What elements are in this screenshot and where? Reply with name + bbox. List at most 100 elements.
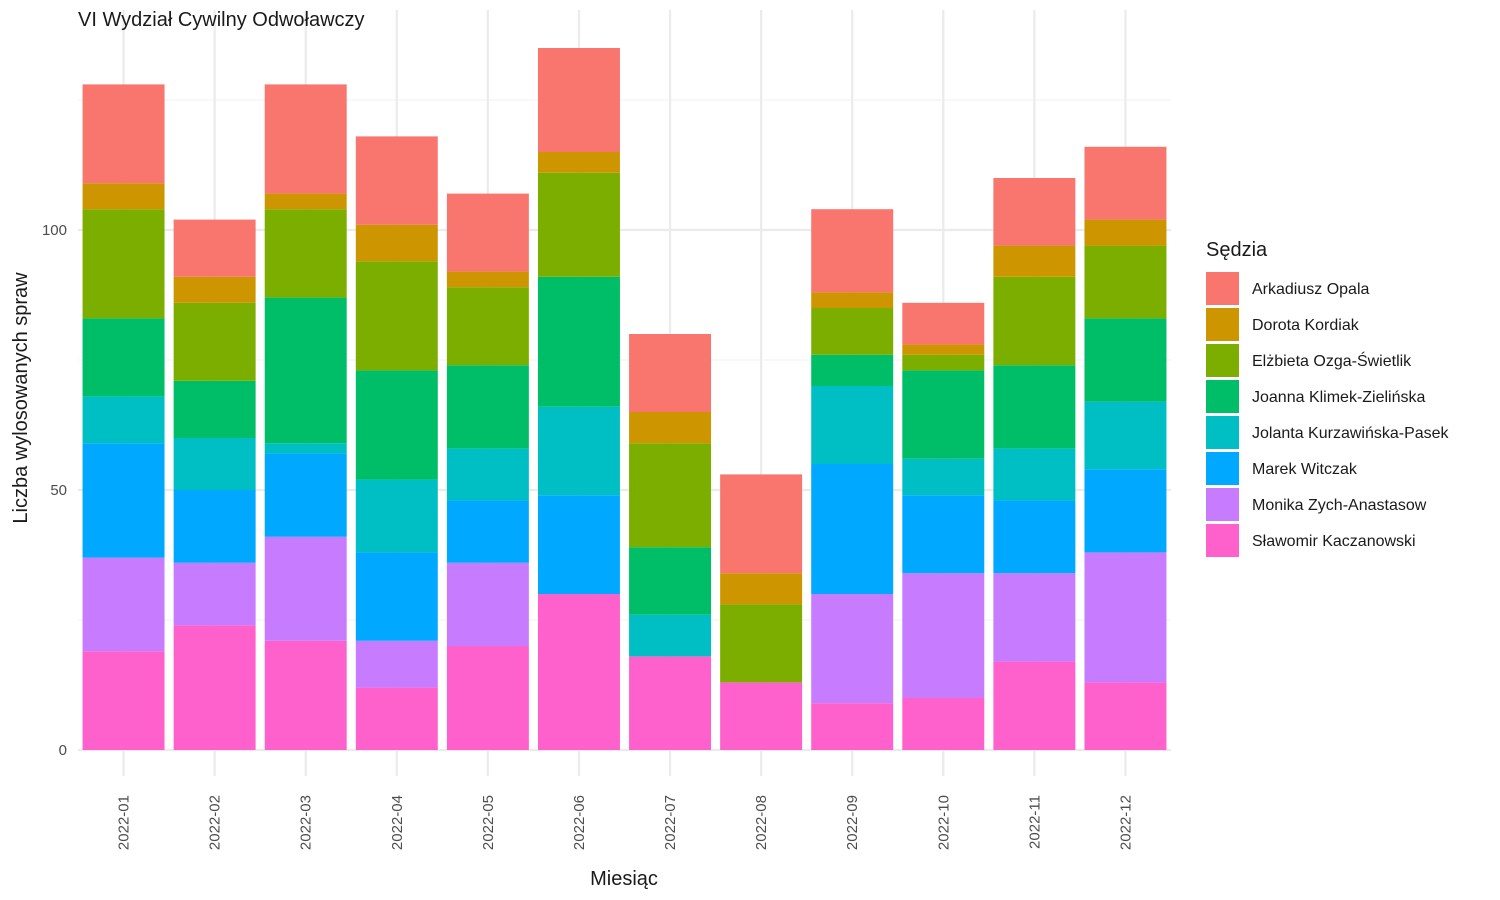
bar-segment <box>993 365 1076 449</box>
x-tick-label: 2022-06 <box>571 795 588 850</box>
y-tick-label: 0 <box>59 742 67 759</box>
bar-segment <box>82 651 165 750</box>
bar-segment <box>1084 146 1167 220</box>
legend-label: Dorota Kordiak <box>1252 317 1360 334</box>
legend-key <box>1206 452 1239 485</box>
bar-segment <box>82 84 165 184</box>
bar-segment <box>629 614 712 657</box>
bar-segment <box>82 183 165 210</box>
y-tick-label: 100 <box>42 222 67 239</box>
bar-segment <box>993 661 1076 750</box>
bar-segment <box>629 412 712 444</box>
bar-segment <box>537 406 620 496</box>
bar-segment <box>629 334 712 412</box>
bar-segment <box>355 261 438 371</box>
legend-label: Sławomir Kaczanowski <box>1252 533 1416 550</box>
bar-segment <box>720 573 803 605</box>
legend-label: Elżbieta Ozga-Świetlik <box>1252 351 1412 370</box>
bar-segment <box>902 573 985 698</box>
bar-segment <box>355 552 438 641</box>
legend: Sędzia Arkadiusz Opala Dorota Kordiak Elżb… <box>1206 239 1450 557</box>
x-tick-label: 2022-11 <box>1026 795 1043 849</box>
bar-segment <box>173 490 256 563</box>
bar-segment <box>264 453 347 537</box>
bar-segment <box>82 557 165 652</box>
bar-segment <box>264 443 347 454</box>
bar-segment <box>264 209 347 298</box>
bar-segment <box>811 703 894 750</box>
bar-segment <box>902 698 985 750</box>
bar-segment <box>355 479 438 553</box>
legend-label: Joanna Klimek-Zielińska <box>1252 389 1426 406</box>
bar-segment <box>993 573 1076 662</box>
bar-segment <box>173 625 256 750</box>
bar-segment <box>811 386 894 464</box>
bar-segment <box>173 302 256 381</box>
bar-segment <box>446 271 529 288</box>
bar-segment <box>1084 401 1167 470</box>
bar-segment <box>1084 245 1167 319</box>
x-tick-label: 2022-12 <box>1117 795 1134 850</box>
bar-segment <box>811 292 894 308</box>
bar-segment <box>811 209 894 293</box>
x-tick-label: 2022-03 <box>298 795 315 850</box>
x-tick-label: 2022-01 <box>116 795 133 850</box>
chart-title: VI Wydział Cywilny Odwoławczy <box>78 9 365 31</box>
bar-segment <box>993 276 1076 366</box>
bar-segment <box>82 443 165 558</box>
bar-segment <box>446 365 529 449</box>
bar-segment <box>811 464 894 594</box>
bars <box>82 48 1167 750</box>
bar-segment <box>264 297 347 444</box>
bar-segment <box>720 604 803 683</box>
legend-key <box>1206 272 1239 305</box>
bar-segment <box>811 354 894 386</box>
bar-segment <box>629 443 712 548</box>
bar-segment <box>264 640 347 750</box>
bar-segment <box>629 547 712 615</box>
bar-segment <box>902 302 985 345</box>
y-axis-title: Liczba wylosowanych spraw <box>10 272 32 524</box>
bar-segment <box>993 448 1076 501</box>
bar-segment <box>902 370 985 459</box>
x-tick-label: 2022-02 <box>207 795 224 850</box>
legend-label: Jolanta Kurzawińska-Pasek <box>1252 425 1450 442</box>
bar-segment <box>446 193 529 272</box>
bar-segment <box>537 276 620 407</box>
bar-segment <box>993 245 1076 277</box>
legend-key <box>1206 416 1239 449</box>
bar-segment <box>355 687 438 750</box>
bar-segment <box>355 136 438 225</box>
bar-segment <box>173 219 256 277</box>
y-tick-label: 50 <box>50 482 67 499</box>
bar-segment <box>537 48 620 152</box>
x-tick-label: 2022-09 <box>844 795 861 850</box>
bar-segment <box>173 380 256 438</box>
bar-segment <box>1084 318 1167 402</box>
bar-segment <box>811 308 894 355</box>
bar-segment <box>811 594 894 704</box>
bar-segment <box>264 536 347 641</box>
y-axis-ticks: 0 50 100 <box>42 222 67 759</box>
bar-segment <box>720 474 803 574</box>
bar-segment <box>446 646 529 750</box>
bar-segment <box>1084 682 1167 750</box>
bar-segment <box>82 396 165 444</box>
bar-segment <box>902 458 985 496</box>
x-tick-label: 2022-10 <box>935 795 952 850</box>
bar-segment <box>173 438 256 490</box>
legend-label: Monika Zych-Anastasow <box>1252 497 1427 514</box>
bar-segment <box>82 209 165 319</box>
legend-key <box>1206 344 1239 377</box>
legend-label: Marek Witczak <box>1252 461 1358 478</box>
bar-segment <box>993 178 1076 246</box>
minor-gridlines <box>78 99 1171 621</box>
bar-segment <box>173 276 256 303</box>
bar-segment <box>537 152 620 173</box>
x-axis-ticks: 2022-01 2022-02 2022-03 2022-04 2022-05 2022-… <box>116 795 1135 850</box>
legend-label: Arkadiusz Opala <box>1252 281 1369 298</box>
bar-segment <box>1084 219 1167 246</box>
legend-key <box>1206 380 1239 413</box>
bar-segment <box>446 287 529 366</box>
